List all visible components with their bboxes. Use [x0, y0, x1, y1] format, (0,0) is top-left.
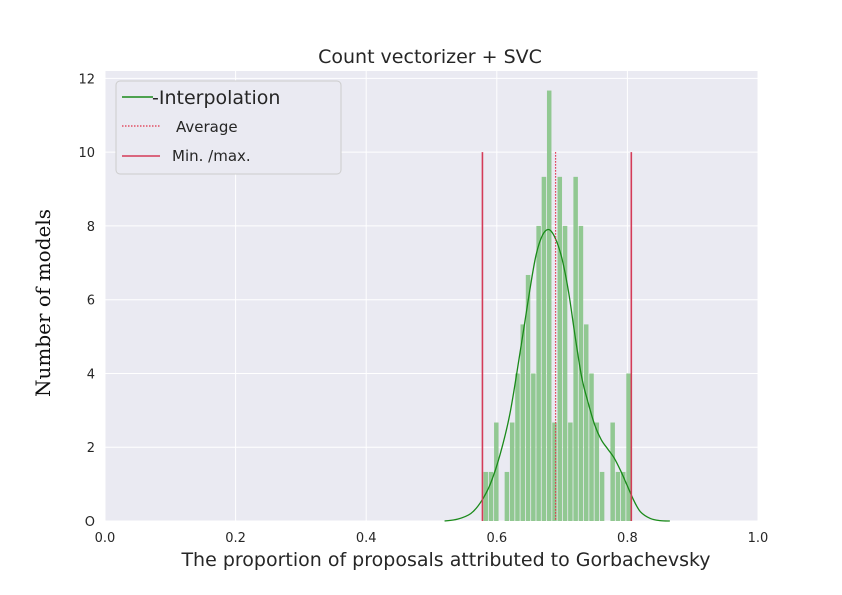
y-tick-label: 8 — [87, 220, 95, 235]
histogram-bar — [509, 422, 515, 521]
legend: -Interpolation Average Min. /max. — [115, 80, 342, 175]
histogram-bar — [520, 324, 526, 521]
histogram-bar — [583, 324, 589, 521]
histogram-bar — [568, 422, 573, 521]
histogram-bar — [552, 422, 557, 521]
histogram-bar — [562, 225, 568, 521]
y-tick-label: 6 — [87, 294, 95, 309]
histogram-bar — [546, 90, 552, 521]
histogram-bar — [525, 274, 531, 521]
histogram-bar — [626, 373, 631, 521]
x-axis-ticks: 0.0 0.2 0.4 0.6 0.8 1.0 — [95, 531, 769, 546]
x-axis-label: The proportion of proposals attributed t… — [180, 549, 710, 571]
histogram-bar — [504, 471, 510, 521]
histogram-bar — [594, 422, 600, 521]
y-tick-label: 2 — [87, 441, 95, 456]
x-tick-label: 0.6 — [486, 531, 507, 546]
histogram-bar — [589, 373, 594, 521]
x-tick-label: 0.8 — [617, 531, 638, 546]
histogram-bar — [494, 422, 499, 521]
histogram-bar — [615, 471, 621, 521]
histogram-bar — [515, 373, 520, 521]
grid-lines — [104, 71, 759, 522]
y-axis-ticks: O 2 4 6 8 10 12 — [78, 72, 95, 530]
y-axis-label: Number of models — [31, 209, 55, 397]
legend-minmax-label: Min. /max. — [172, 147, 251, 165]
x-tick-label: 0.0 — [95, 531, 116, 546]
x-tick-label: 1.0 — [748, 531, 769, 546]
histogram-bar — [483, 471, 488, 521]
legend-average-label: Average — [176, 118, 238, 136]
histogram-bar — [488, 471, 494, 521]
x-tick-label: 0.2 — [225, 531, 246, 546]
kde-interpolation-line — [444, 228, 670, 522]
y-tick-label: O — [85, 515, 95, 530]
chart-title: Count vectorizer + SVC — [318, 46, 542, 68]
legend-interpolation-label: -Interpolation — [152, 87, 280, 109]
y-tick-label: 4 — [87, 367, 95, 382]
histogram-bar — [621, 471, 626, 521]
histogram-bar — [531, 373, 536, 521]
legend-box — [115, 80, 342, 175]
histogram-bar — [557, 176, 563, 521]
histogram-bar — [599, 471, 605, 521]
y-tick-label: 12 — [78, 72, 95, 87]
histogram-bar — [610, 422, 615, 521]
histogram-bar — [541, 176, 547, 521]
x-tick-label: 0.4 — [356, 531, 377, 546]
y-tick-label: 10 — [78, 146, 95, 161]
histogram-bar — [573, 176, 578, 521]
histogram-bar — [536, 225, 541, 521]
